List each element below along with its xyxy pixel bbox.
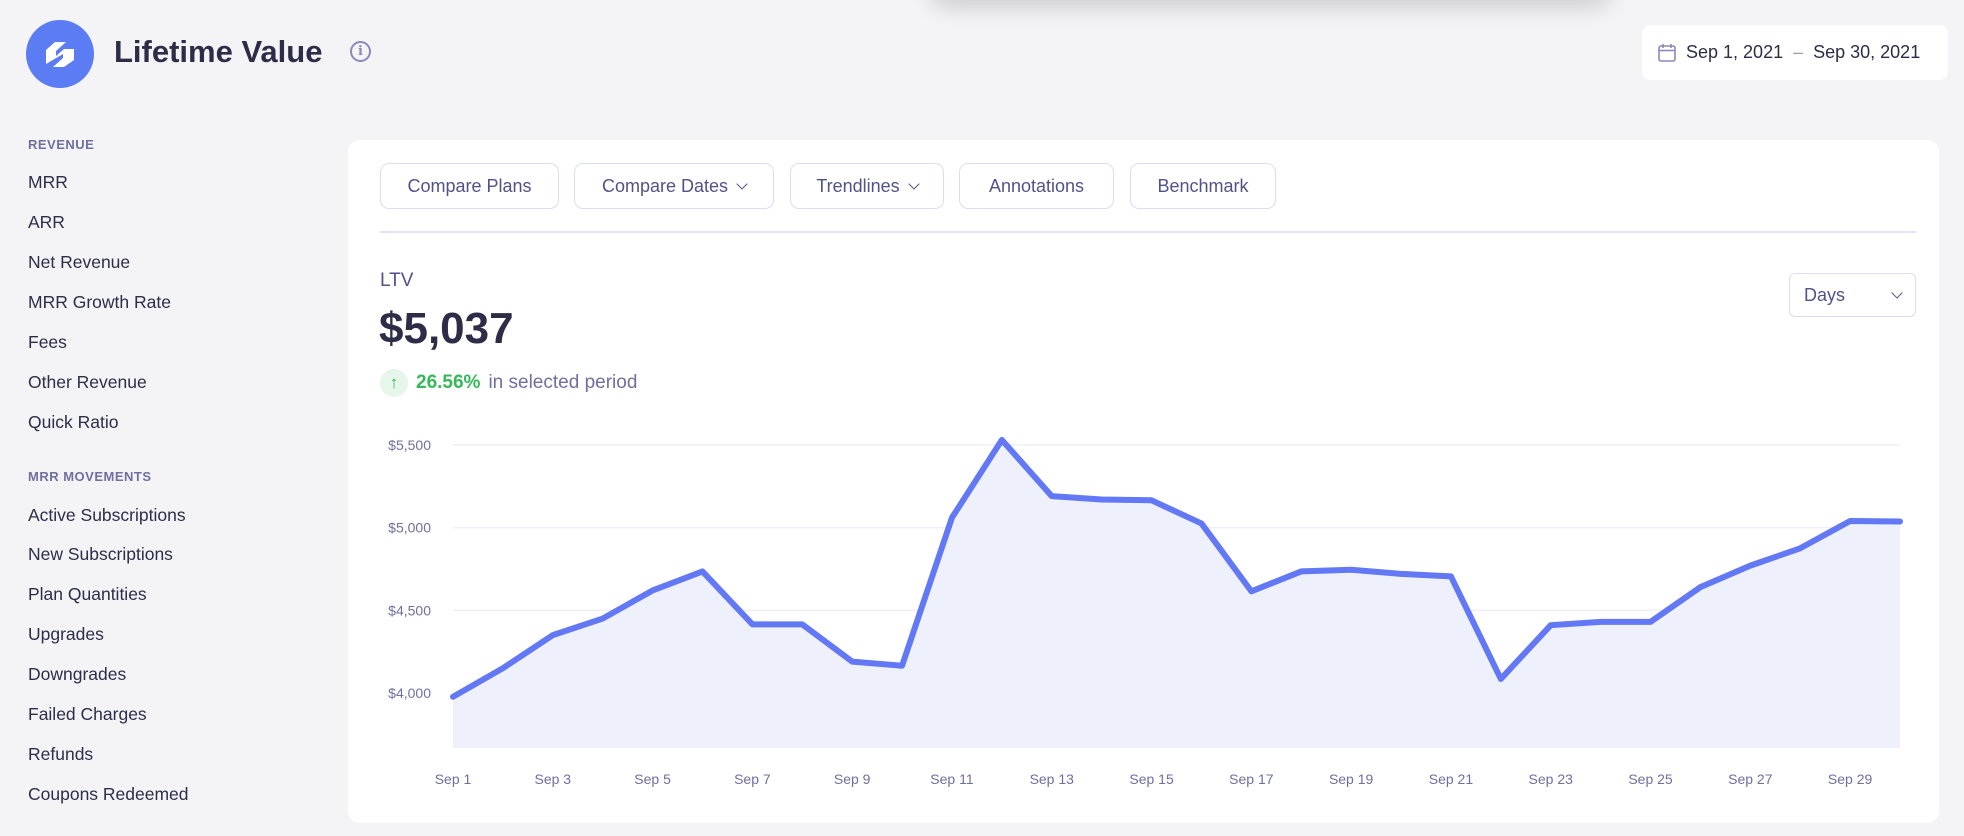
button-label: Trendlines	[816, 175, 900, 196]
x-tick-label: Sep 23	[1529, 771, 1574, 787]
sidebar-item-fees[interactable]: Fees	[28, 332, 67, 352]
metric-value: $5,037	[379, 304, 514, 353]
compare-dates-button[interactable]: Compare Dates	[574, 163, 774, 209]
metric-change: ↑ 26.56% in selected period	[380, 369, 637, 397]
y-tick-label: $4,500	[388, 602, 431, 618]
sidebar-item-new-subscriptions[interactable]: New Subscriptions	[28, 544, 173, 564]
x-tick-label: Sep 9	[834, 771, 871, 787]
change-percent: 26.56%	[416, 372, 481, 393]
metric-label: LTV	[380, 270, 414, 291]
sidebar-item-mrr-growth-rate[interactable]: MRR Growth Rate	[28, 292, 171, 312]
x-tick-label: Sep 11	[930, 771, 974, 787]
x-tick-label: Sep 3	[534, 771, 571, 787]
sidebar-item-arr[interactable]: ARR	[28, 212, 65, 232]
toolbar-divider	[380, 231, 1916, 233]
date-separator: –	[1793, 42, 1804, 62]
x-tick-label: Sep 13	[1030, 771, 1075, 787]
button-label: Benchmark	[1157, 175, 1249, 196]
sidebar-item-quick-ratio[interactable]: Quick Ratio	[28, 412, 119, 432]
button-label: Annotations	[988, 175, 1085, 196]
calendar-icon	[1658, 44, 1676, 62]
sidebar-item-coupons-redeemed[interactable]: Coupons Redeemed	[28, 784, 189, 804]
sidebar-item-active-subscriptions[interactable]: Active Subscriptions	[28, 505, 186, 525]
arrow-up-icon: ↑	[380, 369, 408, 397]
sidebar-item-failed-charges[interactable]: Failed Charges	[28, 704, 147, 724]
area-fill	[453, 439, 1900, 748]
sidebar-section-mrr-movements: MRR MOVEMENTS	[28, 469, 152, 484]
x-tick-label: Sep 15	[1129, 771, 1174, 787]
app-logo[interactable]	[26, 20, 94, 88]
x-tick-label: Sep 27	[1728, 771, 1773, 787]
sidebar-item-downgrades[interactable]: Downgrades	[28, 664, 127, 684]
compare-plans-button[interactable]: Compare Plans	[380, 163, 559, 209]
date-end: Sep 30, 2021	[1813, 42, 1921, 62]
x-tick-label: Sep 21	[1429, 771, 1474, 787]
annotations-button[interactable]: Annotations	[959, 163, 1114, 209]
interval-selected: Days	[1804, 284, 1846, 305]
sidebar-item-refunds[interactable]: Refunds	[28, 744, 94, 764]
y-tick-label: $5,000	[388, 520, 431, 536]
button-label: Compare Plans	[407, 175, 532, 196]
button-label: Compare Dates	[601, 175, 729, 196]
sidebar-item-other-revenue[interactable]: Other Revenue	[28, 372, 147, 392]
x-tick-label: Sep 7	[734, 771, 771, 787]
series-line	[450, 436, 1903, 700]
sidebar-item-upgrades[interactable]: Upgrades	[28, 624, 104, 644]
change-suffix: in selected period	[488, 372, 638, 393]
x-tick-label: Sep 25	[1628, 771, 1673, 787]
y-tick-label: $4,000	[388, 685, 431, 701]
interval-select[interactable]: Days	[1789, 273, 1916, 317]
page-title: Lifetime Value	[114, 34, 323, 69]
date-range-picker[interactable]: Sep 1, 2021 – Sep 30, 2021	[1642, 25, 1948, 80]
sidebar-item-plan-quantities[interactable]: Plan Quantities	[28, 584, 147, 604]
x-tick-label: Sep 5	[634, 771, 671, 787]
benchmark-button[interactable]: Benchmark	[1130, 163, 1276, 209]
sidebar-item-net-revenue[interactable]: Net Revenue	[28, 252, 131, 272]
date-start: Sep 1, 2021	[1686, 42, 1784, 62]
sidebar-item-mrr[interactable]: MRR	[28, 172, 68, 192]
x-tick-label: Sep 17	[1229, 771, 1274, 787]
logo-icon	[46, 42, 74, 67]
y-tick-label: $5,500	[388, 437, 431, 453]
x-tick-label: Sep 29	[1828, 771, 1873, 787]
x-tick-label: Sep 1	[435, 771, 472, 787]
x-tick-label: Sep 19	[1329, 771, 1374, 787]
info-icon[interactable]: i	[350, 41, 371, 62]
sidebar-section-revenue: REVENUE	[28, 137, 95, 152]
trendlines-button[interactable]: Trendlines	[790, 163, 944, 209]
